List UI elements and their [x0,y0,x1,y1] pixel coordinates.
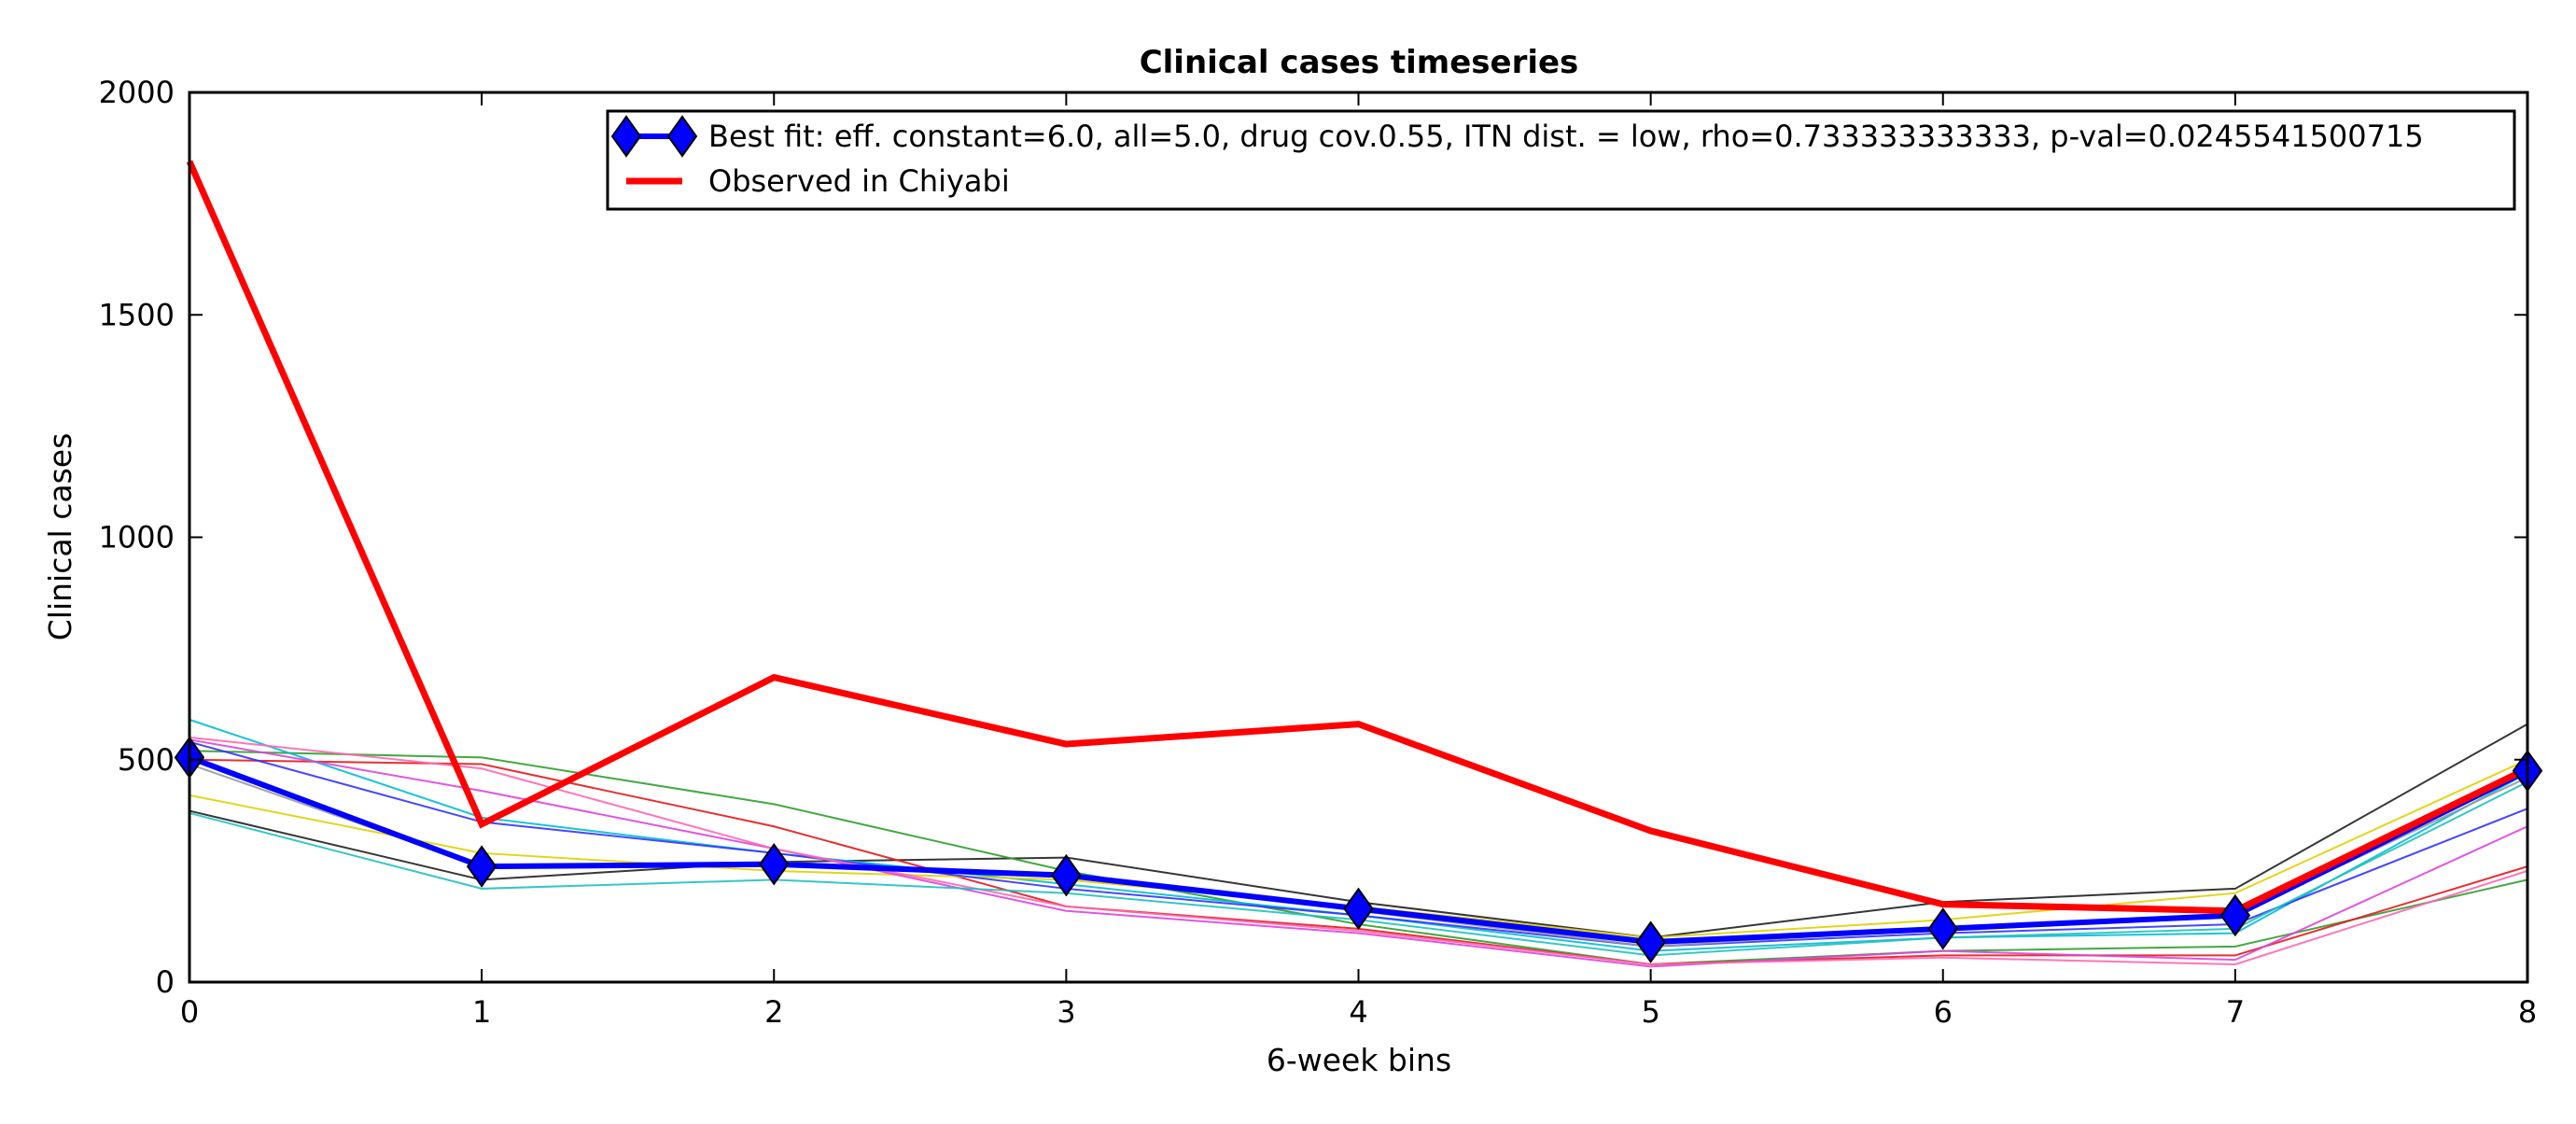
y-tick-label: 1500 [99,297,175,332]
y-axis-label: Clinical cases [42,433,78,641]
y-tick-label: 500 [118,742,175,778]
best-fit-marker [759,843,790,886]
best-fit-marker [466,845,497,888]
best-fit-marker [1635,920,1666,963]
legend-observed-label: Observed in Chiyabi [708,163,1010,199]
best-fit-marker [1343,887,1374,931]
legend-best-fit-marker-right [666,115,698,158]
best-fit-marker [2219,893,2251,937]
x-tick-label: 4 [1349,994,1367,1030]
x-tick-label: 2 [764,994,783,1030]
x-tick-label: 3 [1057,994,1075,1030]
simulation-run-line-7 [189,738,2528,968]
legend-box [606,109,2516,211]
best-fit-marker [1051,853,1082,897]
x-tick-label: 8 [2518,994,2537,1030]
plot-background [189,92,2527,982]
x-tick-label: 0 [180,994,199,1030]
plot-area: 0 1 2 3 4 5 6 7 8 0 500 1000 1500 2000 [99,75,2543,1030]
best-fit-marker [1927,907,1958,950]
legend: Best fit: eff. constant=6.0, all=5.0, dr… [606,109,2516,211]
x-tick-label: 7 [2226,994,2245,1030]
x-tick-label: 6 [1934,994,1953,1030]
x-axis-label: 6-week bins [1267,1042,1451,1078]
y-tick-label: 2000 [99,75,175,110]
x-tick-label: 1 [472,994,491,1030]
y-tick-label: 0 [156,964,175,1000]
simulation-run-line-8 [189,736,2528,965]
x-tick-label: 5 [1641,994,1659,1030]
legend-best-fit-label: Best fit: eff. constant=6.0, all=5.0, dr… [708,119,2424,154]
observed-line [186,160,2529,915]
legend-best-fit-marker-left [610,115,642,158]
y-tick-label: 1000 [99,520,175,555]
chart-title: Clinical cases timeseries [1140,44,1579,81]
